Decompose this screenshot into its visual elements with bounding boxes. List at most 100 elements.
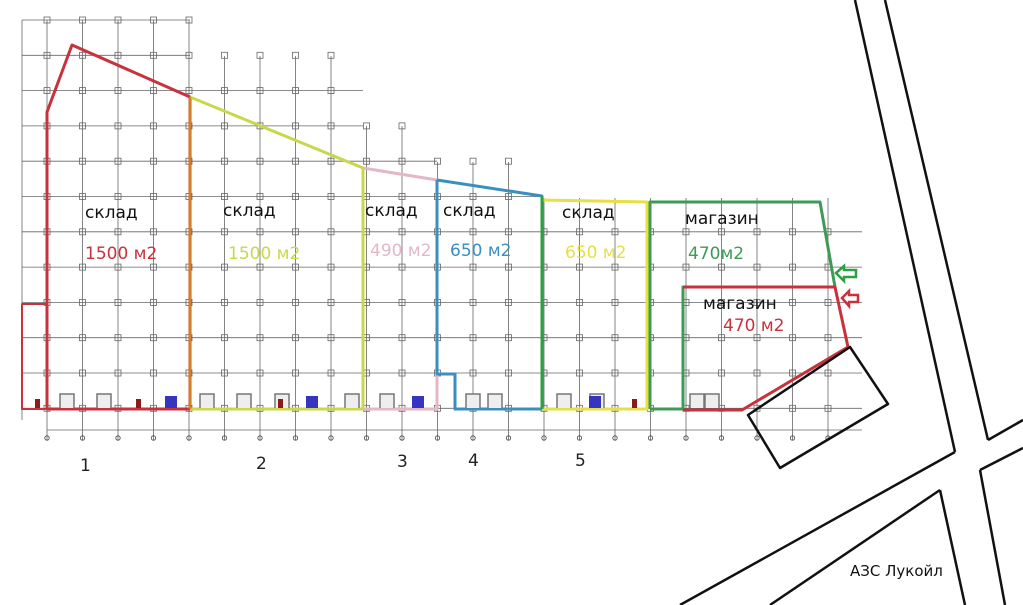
column-marker	[150, 193, 157, 200]
column-marker	[79, 16, 86, 24]
column-marker	[505, 193, 512, 200]
column-marker	[398, 122, 406, 130]
column-marker	[292, 87, 299, 94]
column-marker	[292, 122, 299, 130]
loading-gates	[35, 393, 720, 408]
equipment-marker	[278, 399, 283, 408]
column-marker	[221, 298, 228, 306]
column-marker	[753, 298, 761, 306]
gate-icon	[344, 393, 360, 408]
axis-marker	[363, 435, 370, 441]
column-marker	[753, 369, 761, 377]
column-marker	[292, 51, 299, 59]
column-marker	[79, 193, 86, 200]
column-marker	[611, 228, 619, 236]
column-marker	[150, 87, 157, 94]
unit-1-type: склад	[85, 203, 138, 223]
column-marker	[505, 298, 512, 306]
column-marker	[150, 369, 157, 377]
column-marker	[256, 87, 264, 94]
column-marker	[79, 87, 86, 94]
unit-5-type: склад	[562, 203, 615, 223]
column-marker	[221, 228, 228, 236]
gas-station-label: АЗС Лукойл	[850, 562, 943, 580]
unit-3-number: 3	[397, 452, 408, 472]
column-marker	[79, 263, 86, 271]
column-marker	[824, 298, 832, 306]
column-marker	[256, 51, 264, 59]
equipment-marker	[136, 399, 141, 408]
column-marker	[292, 157, 299, 165]
unit-2-number: 2	[256, 454, 267, 474]
column-marker	[292, 193, 299, 200]
column-marker	[79, 157, 86, 165]
column-marker	[185, 87, 193, 94]
unit-1-number: 1	[80, 456, 91, 476]
shop-2-area: 470 м2	[723, 316, 785, 336]
axis-marker	[186, 435, 192, 441]
annex-outline	[21, 303, 48, 410]
gate-icon	[199, 393, 215, 408]
column-marker	[505, 157, 512, 165]
column-marker	[576, 228, 583, 236]
column-marker	[789, 369, 796, 377]
column-marker	[398, 298, 406, 306]
column-marker	[789, 298, 796, 306]
column-marker	[221, 51, 228, 59]
column-marker	[753, 228, 761, 236]
gate-icon	[236, 393, 252, 408]
column-marker	[292, 228, 299, 236]
column-marker	[114, 263, 122, 271]
column-marker	[682, 263, 690, 271]
column-marker	[398, 157, 406, 165]
column-marker	[221, 122, 228, 130]
column-marker	[150, 122, 157, 130]
column-marker	[753, 263, 761, 271]
entrance-arrow-icon	[834, 263, 858, 285]
column-marker	[185, 16, 193, 24]
gate-icon	[704, 393, 720, 408]
column-marker	[150, 51, 157, 59]
axis-marker	[612, 435, 618, 441]
column-marker	[824, 369, 832, 377]
column-marker	[327, 157, 335, 165]
column-marker	[292, 298, 299, 306]
axis-marker	[399, 435, 405, 441]
column-marker	[576, 263, 583, 271]
column-marker	[79, 122, 86, 130]
column-marker	[469, 228, 477, 236]
column-marker	[114, 157, 122, 165]
gate-icon	[689, 393, 705, 408]
column-marker	[292, 263, 299, 271]
shop-1-area: 470м2	[688, 244, 744, 264]
gas-station-building	[746, 345, 890, 470]
column-marker	[327, 87, 335, 94]
column-marker	[363, 157, 370, 165]
axis-marker	[789, 435, 796, 441]
column-marker	[505, 228, 512, 236]
column-marker	[398, 193, 406, 200]
column-marker	[824, 334, 832, 342]
column-marker	[398, 228, 406, 236]
roads	[679, 0, 1023, 605]
column-marker	[398, 263, 406, 271]
column-marker	[789, 334, 796, 342]
equipment-marker	[306, 396, 318, 408]
column-marker	[43, 16, 51, 24]
shop-2-type: магазин	[703, 294, 777, 314]
unit-3-type: склад	[365, 201, 418, 221]
column-marker	[576, 334, 583, 342]
column-marker	[327, 263, 335, 271]
column-marker	[718, 334, 725, 342]
column-marker	[469, 193, 477, 200]
column-marker	[114, 87, 122, 94]
column-marker	[611, 263, 619, 271]
column-marker	[150, 228, 157, 236]
axis-marker	[718, 435, 725, 441]
gate-icon	[465, 393, 481, 408]
column-marker	[150, 334, 157, 342]
column-marker	[79, 51, 86, 59]
column-marker	[221, 369, 228, 377]
axis-marker	[221, 435, 228, 441]
column-marker	[718, 369, 725, 377]
